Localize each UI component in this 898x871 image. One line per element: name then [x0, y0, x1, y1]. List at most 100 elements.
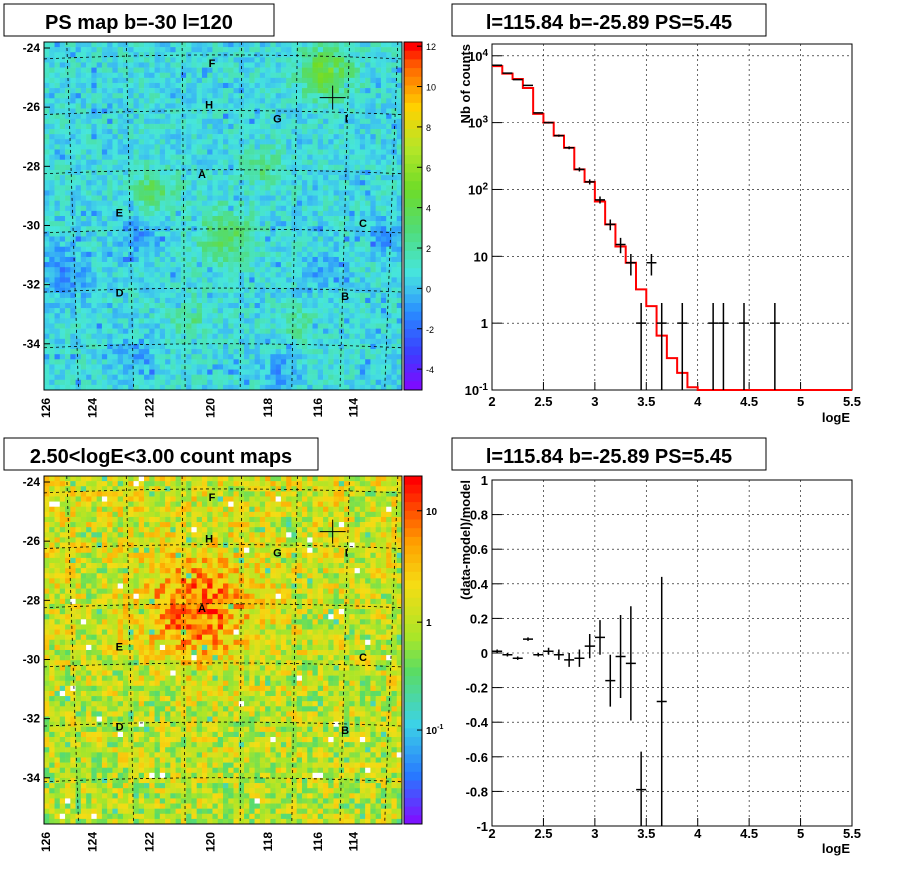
data-point	[574, 167, 585, 172]
y-tick-label: 0	[481, 646, 488, 661]
x-tick-label: 5	[797, 394, 804, 409]
x-tick-label: 5.5	[843, 826, 861, 841]
data-point	[636, 303, 647, 390]
source-label-C: C	[359, 218, 367, 230]
y-tick-label: -28	[23, 593, 41, 607]
x-tick-label: 3	[591, 394, 598, 409]
residual-point	[605, 654, 616, 707]
data-point	[605, 219, 616, 231]
map_counts-map	[44, 476, 403, 825]
source-label-F: F	[209, 58, 216, 70]
residual-point	[584, 633, 595, 659]
y-tick-label: -0.8	[466, 784, 488, 799]
x-tick-label: 126	[39, 398, 53, 418]
data-point	[677, 303, 688, 390]
data-point	[564, 146, 575, 150]
y-tick-label: -1	[476, 819, 488, 834]
map-ps-title: PS map b=-30 l=120	[45, 12, 233, 34]
y-tick-label: 10-1	[465, 382, 489, 398]
residual-grid	[492, 480, 852, 826]
source-label-E: E	[116, 642, 123, 654]
map_counts-source-cross	[319, 519, 346, 544]
x-tick-label: 3.5	[637, 394, 655, 409]
x-tick-label: 122	[143, 398, 157, 418]
x-tick-label: 4.5	[740, 826, 758, 841]
data-point	[708, 303, 719, 390]
residual-point	[543, 647, 554, 655]
source-label-B: B	[341, 725, 349, 737]
source-label-I: I	[345, 548, 348, 560]
residual-point	[625, 606, 636, 721]
y-tick-label: -30	[23, 652, 41, 666]
residual-title-box	[451, 437, 767, 471]
colorbar-tick-label: 6	[426, 163, 431, 173]
source-label-E: E	[116, 208, 123, 220]
x-tick-label: 2	[488, 394, 495, 409]
y-tick-label: 1	[481, 316, 488, 331]
y-tick-label: -32	[23, 712, 41, 726]
y-tick-label: -28	[23, 159, 41, 173]
residual-point	[512, 656, 523, 660]
residual-point	[595, 620, 605, 655]
source-label-D: D	[116, 288, 124, 300]
x-tick-label: 5	[797, 826, 804, 841]
x-tick-label: 120	[203, 398, 217, 418]
data-point	[523, 84, 533, 87]
colorbar-tick-label: 10-1	[426, 724, 443, 737]
x-tick-label: 5.5	[843, 394, 861, 409]
y-tick-label: 104	[468, 48, 488, 64]
residual-point	[574, 649, 585, 667]
residual-point	[636, 751, 647, 826]
data-point	[615, 237, 626, 254]
colorbar-tick-label: 1	[426, 618, 432, 629]
colorbar-tick-label: 8	[426, 123, 431, 133]
y-tick-label: 103	[468, 115, 488, 131]
residual-y-axis-label: (data-model)/model	[458, 480, 473, 600]
x-tick-label: 124	[85, 398, 99, 418]
map-counts-title-box	[3, 437, 319, 471]
y-tick-label: 0.2	[470, 611, 488, 626]
spectrum-plot-area	[491, 43, 853, 391]
residual-point	[533, 653, 544, 657]
colorbar-tick-label: 0	[426, 284, 431, 294]
data-point	[625, 253, 636, 276]
data-point	[533, 112, 544, 114]
source-label-D: D	[116, 722, 124, 734]
x-tick-label: 3.5	[637, 826, 655, 841]
y-tick-label: -0.4	[466, 715, 489, 730]
map_counts-colorbar	[403, 475, 423, 825]
spectrum-x-axis-label: logE	[822, 410, 850, 425]
colorbar-tick-label: 10	[426, 83, 436, 93]
y-tick-label: -0.2	[466, 681, 488, 696]
map_ps-map	[44, 42, 403, 391]
residual-point	[553, 649, 564, 660]
map-counts-title: 2.50<logE<3.00 count maps	[30, 446, 292, 468]
x-tick-label: 2.5	[534, 394, 552, 409]
residual-point	[523, 637, 533, 641]
source-label-G: G	[273, 114, 282, 126]
x-tick-label: 122	[143, 832, 157, 852]
map_ps-colorbar	[403, 41, 423, 391]
residual-point	[615, 614, 626, 698]
y-tick-label: -24	[23, 41, 41, 55]
residual-title: l=115.84 b=-25.89 PS=5.45	[486, 446, 732, 468]
y-tick-label: -30	[23, 218, 41, 232]
y-tick-label: -0.6	[466, 750, 488, 765]
y-tick-label: 1	[481, 473, 488, 488]
residual-point	[502, 653, 513, 657]
data-point	[595, 196, 605, 204]
map_counts-frame	[43, 475, 403, 825]
source-label-F: F	[209, 492, 216, 504]
spectrum-y-axis-label: Nb of counts	[458, 44, 473, 123]
map_ps-coord-grid	[43, 41, 403, 391]
map_counts-coord-grid	[43, 475, 403, 825]
source-label-C: C	[359, 652, 367, 664]
residual-point	[564, 653, 575, 667]
data-point	[646, 253, 657, 276]
y-tick-label: -24	[23, 475, 41, 489]
source-label-A: A	[198, 603, 206, 615]
x-tick-label: 126	[39, 832, 53, 852]
y-tick-label: -26	[23, 100, 41, 114]
x-tick-label: 120	[203, 832, 217, 852]
